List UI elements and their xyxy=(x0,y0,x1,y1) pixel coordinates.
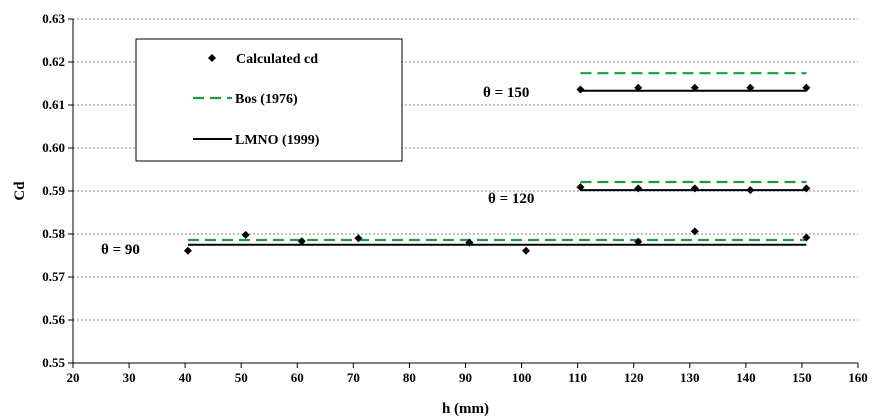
calculated-point xyxy=(746,186,755,195)
x-tick-label: 140 xyxy=(736,370,756,385)
axes: 0.55 0.56 0.57 0.58 0.59 0.60 0.61 0.62 0.63 20 30… xyxy=(12,11,868,417)
x-tick-label: 150 xyxy=(792,370,812,385)
x-tick-label: 160 xyxy=(848,370,868,385)
x-tick-label: 80 xyxy=(403,370,416,385)
x-tick-label: 100 xyxy=(512,370,532,385)
x-tick-label: 90 xyxy=(459,370,472,385)
x-tick-label: 70 xyxy=(347,370,360,385)
legend-label-calculated: Calculated cd xyxy=(236,52,318,67)
legend-label-lmno: LMNO (1999) xyxy=(235,133,320,148)
calculated-point xyxy=(354,234,363,243)
calculated-point xyxy=(634,237,643,246)
calculated-point xyxy=(465,238,474,247)
legend-box xyxy=(135,38,403,162)
y-tick-label: 0.56 xyxy=(42,312,65,327)
x-tick-label: 110 xyxy=(568,370,587,385)
y-tick-label: 0.61 xyxy=(42,97,65,112)
legend-marker-calculated xyxy=(208,54,216,62)
calculated-point xyxy=(690,83,699,92)
group-label: θ = 90 xyxy=(101,242,140,258)
legend-label-bos: Bos (1976) xyxy=(235,92,298,107)
calculated-point xyxy=(576,85,585,94)
calculated-point xyxy=(576,183,585,192)
calculated-point xyxy=(802,83,811,92)
calculated-points xyxy=(183,83,811,255)
y-tick-label: 0.58 xyxy=(42,226,65,241)
group-label: θ = 120 xyxy=(488,191,534,207)
y-tick-label: 0.59 xyxy=(42,183,65,198)
x-tick-label: 60 xyxy=(291,370,304,385)
x-tick-label: 50 xyxy=(235,370,248,385)
legend: Calculated cd Bos (1976) LMNO (1999) xyxy=(135,38,403,162)
calculated-point xyxy=(297,237,306,246)
y-axis-title: Cd xyxy=(12,181,28,201)
x-tick-label: 130 xyxy=(680,370,700,385)
calculated-point xyxy=(690,184,699,193)
calculated-point xyxy=(183,246,192,255)
calculated-point xyxy=(802,184,811,193)
calculated-point xyxy=(634,83,643,92)
x-axis-title: h (mm) xyxy=(442,401,489,417)
x-tick-label: 20 xyxy=(67,370,80,385)
x-tick-label: 120 xyxy=(624,370,644,385)
calculated-point xyxy=(522,246,531,255)
calculated-point xyxy=(634,184,643,193)
calculated-point xyxy=(690,227,699,236)
fit-lines xyxy=(187,72,807,246)
y-tick-label: 0.60 xyxy=(42,140,65,155)
group-annotations: θ = 90 θ = 120 θ = 150 xyxy=(101,85,534,258)
grid-lines xyxy=(73,18,858,321)
calculated-point xyxy=(241,230,250,239)
y-tick-label: 0.62 xyxy=(42,54,65,69)
group-label: θ = 150 xyxy=(483,85,529,101)
x-tick-label: 30 xyxy=(123,370,136,385)
y-tick-label: 0.57 xyxy=(42,269,65,284)
x-tick-label: 40 xyxy=(179,370,192,385)
y-tick-label: 0.63 xyxy=(42,11,65,26)
calculated-point xyxy=(802,233,811,242)
y-tick-label: 0.55 xyxy=(42,355,65,370)
calculated-point xyxy=(746,83,755,92)
